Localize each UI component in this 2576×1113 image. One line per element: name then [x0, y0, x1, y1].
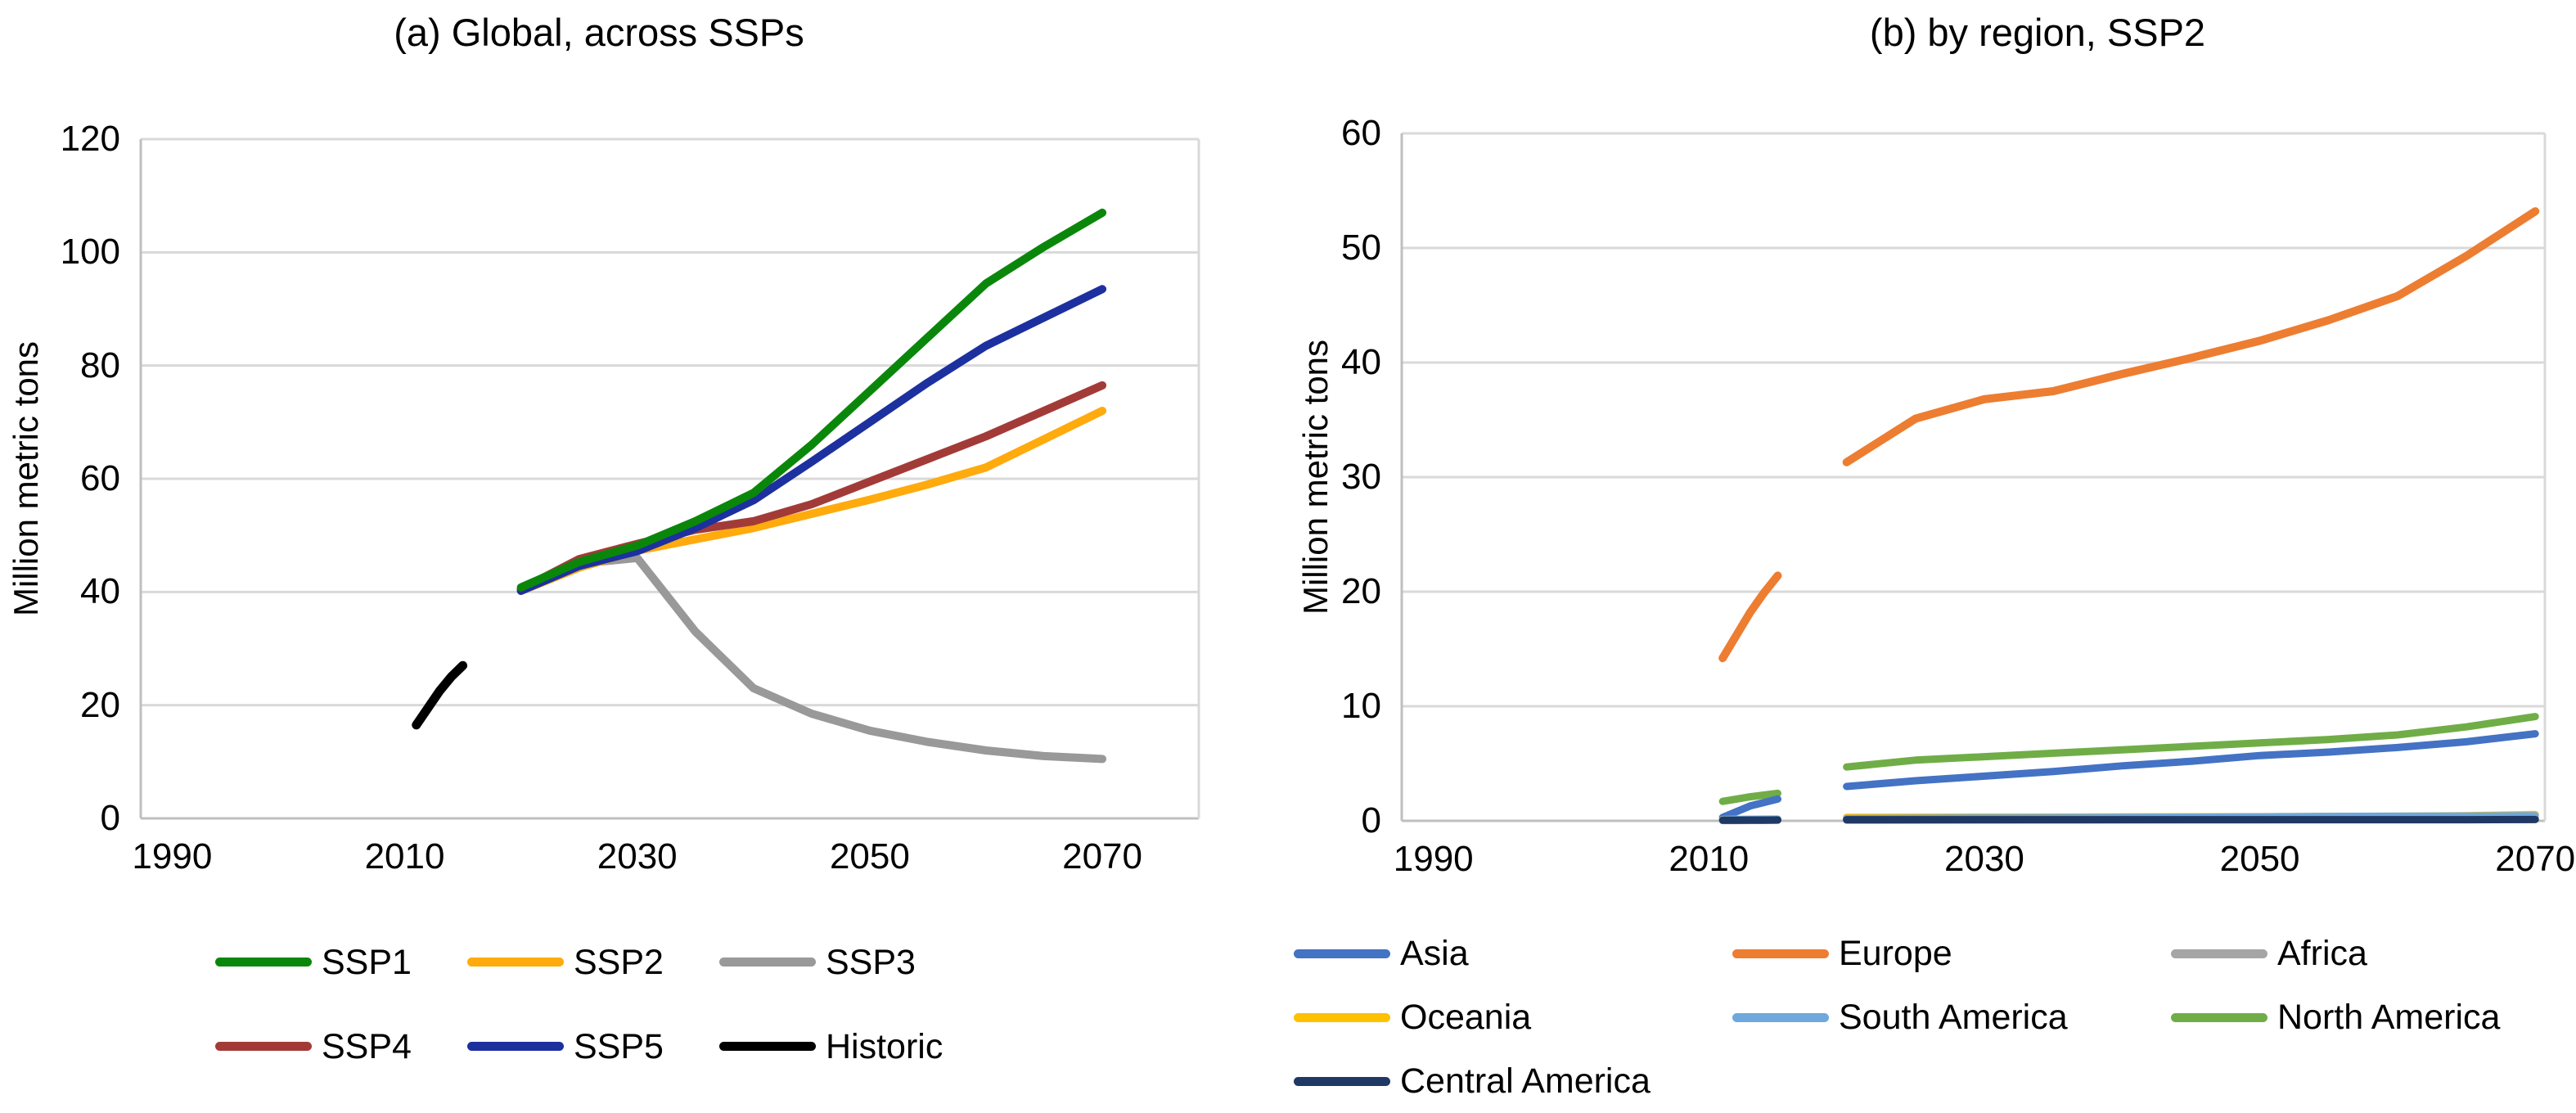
chart-a-title: (a) Global, across SSPs	[141, 10, 1057, 56]
y-tick-label: 50	[1267, 226, 1381, 270]
y-tick-label: 0	[1267, 799, 1381, 843]
legend-swatch-ssp4	[215, 1042, 312, 1051]
x-tick-label: 2050	[2178, 837, 2342, 881]
chart-b-legend: Asia Europe Africa Oceania South America Nort…	[1294, 921, 2576, 1113]
legend-item-central-america: Central America	[1294, 1049, 1732, 1113]
x-tick-label: 2030	[556, 835, 719, 879]
legend-item-north-america: North America	[2171, 985, 2576, 1049]
legend-swatch-historic	[719, 1042, 816, 1051]
legend-item-oceania: Oceania	[1294, 985, 1732, 1049]
legend-label-oceania: Oceania	[1400, 996, 1531, 1039]
x-tick-label: 2070	[2453, 837, 2576, 881]
legend-swatch-africa	[2171, 949, 2268, 958]
legend-label-europe: Europe	[1839, 932, 1952, 975]
x-tick-label: 2010	[323, 835, 487, 879]
y-tick-label: 100	[6, 230, 120, 274]
chart-a-legend: SSP1 SSP2 SSP3 SSP4 SSP5 Historic	[215, 920, 971, 1088]
y-tick-label: 40	[6, 570, 120, 614]
legend-label-ssp2: SSP2	[574, 941, 664, 984]
y-tick-label: 120	[6, 117, 120, 161]
legend-item-historic: Historic	[719, 1004, 971, 1088]
x-tick-label: 1990	[1352, 837, 1515, 881]
legend-swatch-ssp2	[467, 958, 564, 967]
legend-label-ssp1: SSP1	[322, 941, 412, 984]
legend-swatch-asia	[1294, 949, 1390, 958]
y-tick-label: 60	[6, 457, 120, 501]
legend-item-ssp3: SSP3	[719, 920, 971, 1004]
x-tick-label: 2070	[1020, 835, 1184, 879]
series-line-historic	[417, 665, 463, 725]
legend-label-ssp5: SSP5	[574, 1025, 664, 1068]
series-line-europe-historic	[1723, 575, 1777, 658]
y-tick-label: 0	[6, 796, 120, 840]
x-tick-label: 2010	[1627, 837, 1790, 881]
series-line-ssp1	[521, 213, 1102, 588]
y-tick-label: 20	[1267, 570, 1381, 614]
legend-swatch-central-america	[1294, 1077, 1390, 1086]
legend-label-historic: Historic	[826, 1025, 943, 1068]
legend-item-ssp2: SSP2	[467, 920, 719, 1004]
legend-label-asia: Asia	[1400, 932, 1469, 975]
legend-swatch-oceania	[1294, 1013, 1390, 1022]
legend-item-ssp5: SSP5	[467, 1004, 719, 1088]
legend-label-central-america: Central America	[1400, 1060, 1651, 1102]
legend-item-south-america: South America	[1732, 985, 2171, 1049]
legend-swatch-ssp1	[215, 958, 312, 967]
x-tick-label: 2030	[1903, 837, 2066, 881]
figure-canvas: (a) Global, across SSPs (b) by region, S…	[0, 0, 2576, 1090]
legend-swatch-south-america	[1732, 1013, 1829, 1022]
legend-label-ssp3: SSP3	[826, 941, 916, 984]
y-tick-label: 20	[6, 683, 120, 728]
x-tick-label: 2050	[788, 835, 952, 879]
chart-b-title: (b) by region, SSP2	[1465, 10, 2576, 56]
legend-item-asia: Asia	[1294, 921, 1732, 985]
legend-swatch-north-america	[2171, 1013, 2268, 1022]
legend-label-north-america: North America	[2277, 996, 2500, 1039]
legend-item-africa: Africa	[2171, 921, 2576, 985]
series-line-ssp3	[521, 558, 1102, 759]
legend-label-africa: Africa	[2277, 932, 2367, 975]
x-tick-label: 1990	[90, 835, 254, 879]
legend-item-ssp4: SSP4	[215, 1004, 467, 1088]
legend-swatch-ssp5	[467, 1042, 564, 1051]
legend-swatch-ssp3	[719, 958, 816, 967]
y-tick-label: 30	[1267, 455, 1381, 499]
y-tick-label: 40	[1267, 340, 1381, 385]
y-tick-label: 10	[1267, 684, 1381, 728]
legend-swatch-europe	[1732, 949, 1829, 958]
y-tick-label: 60	[1267, 111, 1381, 155]
y-tick-label: 80	[6, 344, 120, 388]
legend-label-ssp4: SSP4	[322, 1025, 412, 1068]
legend-item-europe: Europe	[1732, 921, 2171, 985]
legend-item-ssp1: SSP1	[215, 920, 467, 1004]
legend-label-south-america: South America	[1839, 996, 2068, 1039]
